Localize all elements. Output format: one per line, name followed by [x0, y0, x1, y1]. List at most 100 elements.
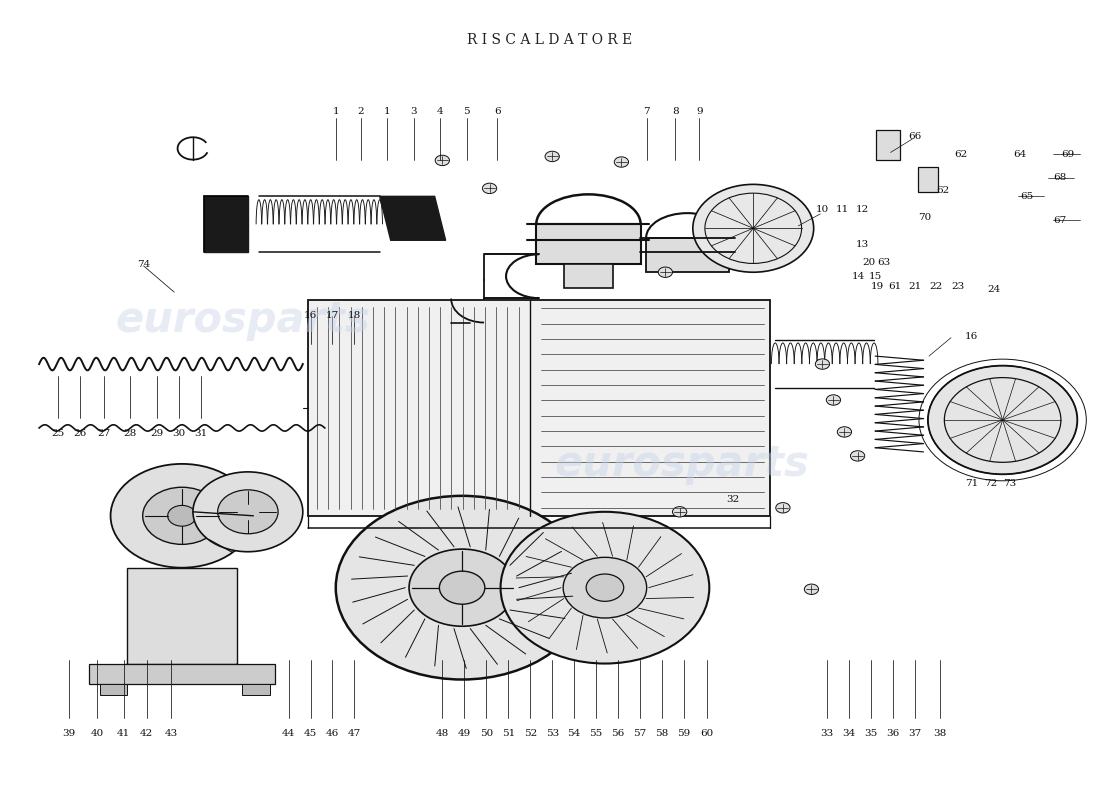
Circle shape	[672, 506, 686, 517]
Circle shape	[614, 157, 628, 167]
Circle shape	[546, 151, 559, 162]
Text: 44: 44	[282, 729, 295, 738]
Circle shape	[586, 574, 624, 602]
Circle shape	[804, 584, 818, 594]
Bar	[100, 683, 126, 695]
Text: 71: 71	[966, 479, 979, 488]
Text: 33: 33	[821, 729, 834, 738]
Text: 57: 57	[634, 729, 647, 738]
Text: 39: 39	[63, 729, 76, 738]
Text: 50: 50	[480, 729, 493, 738]
Text: 1: 1	[332, 106, 339, 116]
Circle shape	[928, 366, 1077, 474]
Text: 45: 45	[304, 729, 317, 738]
Text: 19: 19	[871, 282, 884, 291]
Text: 3: 3	[410, 106, 417, 116]
Bar	[646, 238, 728, 272]
Text: 55: 55	[590, 729, 603, 738]
Text: 38: 38	[934, 729, 947, 738]
Text: 10: 10	[816, 206, 829, 214]
Text: 59: 59	[678, 729, 691, 738]
Text: 51: 51	[502, 729, 515, 738]
Text: 2: 2	[358, 106, 364, 116]
Text: 56: 56	[612, 729, 625, 738]
Circle shape	[336, 496, 588, 679]
Circle shape	[837, 426, 851, 437]
Text: 9: 9	[696, 106, 703, 116]
Text: 12: 12	[856, 206, 869, 214]
Text: 6: 6	[494, 106, 501, 116]
Text: eurosparts: eurosparts	[554, 443, 810, 485]
Text: 43: 43	[164, 729, 177, 738]
Text: 23: 23	[952, 282, 965, 291]
Text: 1: 1	[384, 106, 390, 116]
Text: 11: 11	[836, 206, 849, 214]
Text: 24: 24	[987, 286, 1001, 294]
Text: 65: 65	[1020, 192, 1034, 201]
Text: 60: 60	[701, 729, 714, 738]
Text: eurosparts: eurosparts	[116, 299, 370, 341]
Bar	[126, 568, 236, 663]
Text: 54: 54	[568, 729, 581, 738]
Text: 13: 13	[856, 240, 869, 249]
Text: 16: 16	[304, 310, 317, 319]
Text: 52: 52	[524, 729, 537, 738]
Circle shape	[409, 549, 515, 626]
Text: 16: 16	[966, 332, 979, 341]
Text: 37: 37	[909, 729, 922, 738]
Circle shape	[850, 450, 865, 461]
Text: 18: 18	[348, 310, 361, 319]
Text: 62: 62	[937, 186, 950, 195]
Circle shape	[483, 183, 497, 194]
Text: 21: 21	[909, 282, 922, 291]
Text: 35: 35	[865, 729, 878, 738]
Text: 70: 70	[918, 214, 932, 222]
Circle shape	[436, 155, 450, 166]
Text: 31: 31	[194, 429, 207, 438]
Text: 62: 62	[955, 150, 968, 158]
Text: 27: 27	[97, 429, 111, 438]
Circle shape	[111, 464, 253, 568]
Text: 69: 69	[1060, 150, 1074, 158]
Bar	[89, 663, 275, 683]
Text: 61: 61	[889, 282, 902, 291]
Text: 64: 64	[1013, 150, 1027, 158]
Text: 41: 41	[117, 729, 131, 738]
Circle shape	[218, 490, 278, 534]
Text: 46: 46	[326, 729, 339, 738]
Bar	[564, 264, 613, 288]
Text: 29: 29	[150, 429, 163, 438]
Bar	[877, 130, 901, 161]
Text: 42: 42	[140, 729, 153, 738]
Text: 68: 68	[1053, 174, 1066, 182]
Circle shape	[658, 267, 672, 278]
Bar	[537, 224, 640, 264]
Circle shape	[143, 487, 221, 544]
Polygon shape	[379, 196, 446, 240]
Bar	[242, 683, 270, 695]
Text: 26: 26	[74, 429, 87, 438]
Text: 25: 25	[52, 429, 65, 438]
Text: 30: 30	[172, 429, 185, 438]
Text: 14: 14	[852, 272, 866, 281]
Text: 4: 4	[437, 106, 443, 116]
Text: 66: 66	[909, 132, 922, 141]
Text: 73: 73	[1002, 479, 1016, 488]
Text: 58: 58	[656, 729, 669, 738]
Text: 47: 47	[348, 729, 361, 738]
Text: 49: 49	[458, 729, 471, 738]
Circle shape	[167, 506, 196, 526]
Text: 63: 63	[878, 258, 891, 267]
Text: 15: 15	[869, 272, 882, 281]
Circle shape	[563, 558, 647, 618]
Text: 17: 17	[326, 310, 339, 319]
Circle shape	[693, 184, 814, 272]
Circle shape	[439, 571, 485, 604]
Text: 67: 67	[1053, 216, 1066, 225]
Text: 22: 22	[930, 282, 943, 291]
Text: 53: 53	[546, 729, 559, 738]
Circle shape	[776, 502, 790, 513]
Bar	[308, 300, 770, 516]
Polygon shape	[204, 196, 248, 252]
Circle shape	[192, 472, 303, 552]
